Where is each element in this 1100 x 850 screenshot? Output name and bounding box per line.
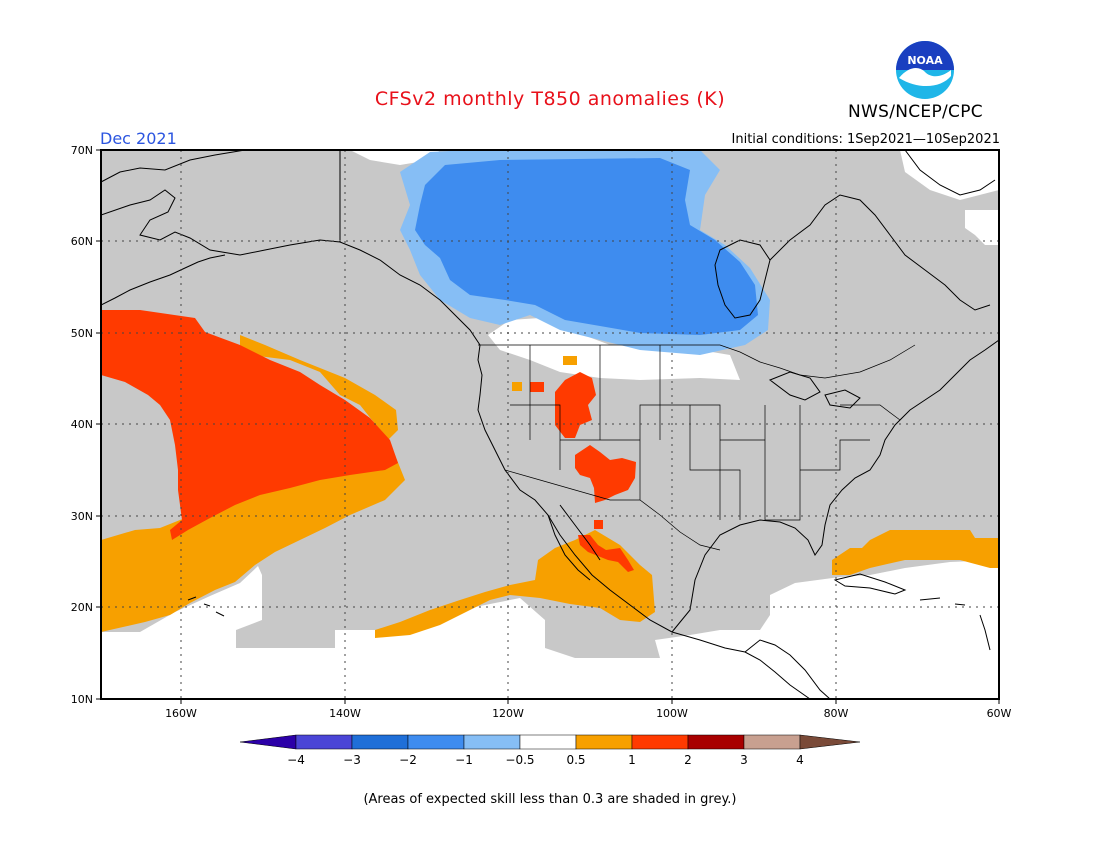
warm-anomaly-speck — [594, 520, 603, 529]
great-lakes — [768, 371, 861, 409]
valid-month-label: Dec 2021 — [100, 129, 177, 148]
warm-anomaly-speck — [530, 382, 544, 392]
lat-tick-label: 70N — [71, 144, 93, 157]
coastline-greenland — [904, 150, 996, 196]
warm-anomaly-mexico-orange — [375, 530, 655, 638]
colorbar-segment — [687, 734, 745, 750]
coastline-labrador — [769, 194, 991, 311]
coastline-baja — [547, 504, 601, 581]
lon-tick-label: 100W — [656, 707, 688, 720]
cold-anomaly-blue — [415, 158, 758, 335]
coastline-cuba — [833, 573, 907, 595]
colorbar-segment — [631, 734, 689, 750]
coastline-caribbean — [919, 597, 991, 651]
colorbar-label: −0.5 — [505, 753, 534, 767]
colorbar — [239, 734, 861, 750]
map-title: CFSv2 monthly T850 anomalies (K) — [374, 88, 726, 110]
colorbar-label: −3 — [343, 753, 361, 767]
coastline-central-america — [744, 639, 831, 699]
warm-anomaly-southwest-red — [575, 445, 636, 503]
initial-conditions-label: Initial conditions: 1Sep2021—10Sep2021 — [731, 132, 1000, 147]
colorbar-label: 3 — [740, 753, 748, 767]
coastline-aleutians — [101, 254, 226, 306]
cold-anomaly-light-blue — [400, 150, 770, 355]
coastline-hudson-bay — [714, 239, 771, 319]
near-normal-area-arctic — [900, 150, 999, 200]
colorbar-label: 0.5 — [566, 753, 585, 767]
lat-tick-label: 20N — [71, 601, 93, 614]
lat-tick-label: 50N — [71, 327, 93, 340]
noaa-logo-icon: NOAA — [896, 41, 954, 99]
border-us-canada — [478, 344, 916, 379]
low-skill-background — [101, 150, 999, 699]
lat-tick-label: 40N — [71, 418, 93, 431]
near-normal-area-south — [101, 560, 999, 699]
skill-footnote: (Areas of expected skill less than 0.3 a… — [363, 792, 737, 807]
warm-anomaly-pacific-orange — [101, 335, 405, 632]
coastline-alaska — [101, 189, 811, 699]
colorbar-segment — [799, 734, 861, 750]
warm-anomaly-rockies-red — [555, 372, 596, 438]
colorbar-segment — [407, 734, 465, 750]
coastline-gulf-east — [671, 339, 999, 633]
colorbar-label: −4 — [287, 753, 305, 767]
colorbar-segment — [463, 734, 521, 750]
coastline-alaska-north — [101, 150, 341, 240]
warm-anomaly-speck — [563, 356, 577, 365]
gridlines — [101, 150, 999, 699]
colorbar-segment — [295, 734, 353, 750]
border-us-interior — [510, 345, 901, 521]
border-us-mexico — [504, 469, 721, 551]
logo-text: NOAA — [907, 54, 943, 67]
lon-tick-label: 140W — [329, 707, 361, 720]
near-normal-area-arctic-west — [350, 150, 440, 165]
lon-tick-label: 160W — [165, 707, 197, 720]
colorbar-label: 4 — [796, 753, 804, 767]
warm-anomaly-speck — [512, 382, 522, 391]
coastline-hawaii — [187, 596, 225, 617]
warm-anomaly-pacific-red — [101, 310, 398, 540]
colorbar-segment — [351, 734, 409, 750]
warm-anomaly-mexico-red — [578, 535, 634, 572]
colorbar-label: 1 — [628, 753, 636, 767]
agency-label: NWS/NCEP/CPC — [848, 102, 983, 122]
colorbar-segment — [239, 734, 297, 750]
colorbar-label: 2 — [684, 753, 692, 767]
lon-tick-label: 60W — [987, 707, 1012, 720]
lat-tick-label: 60N — [71, 235, 93, 248]
lat-tick-label: 10N — [71, 693, 93, 706]
near-normal-area-atlantic — [965, 210, 999, 245]
map-frame — [100, 149, 1000, 700]
near-normal-area-north-plains — [488, 318, 740, 380]
colorbar-segment — [743, 734, 801, 750]
lon-tick-label: 80W — [824, 707, 849, 720]
colorbar-segment — [575, 734, 633, 750]
axis-ticks — [96, 149, 1000, 704]
warm-anomaly-atlantic-orange — [832, 530, 999, 575]
lon-tick-label: 120W — [492, 707, 524, 720]
lat-tick-label: 30N — [71, 510, 93, 523]
colorbar-label: −1 — [455, 753, 473, 767]
colorbar-segment — [519, 734, 577, 750]
colorbar-label: −2 — [399, 753, 417, 767]
